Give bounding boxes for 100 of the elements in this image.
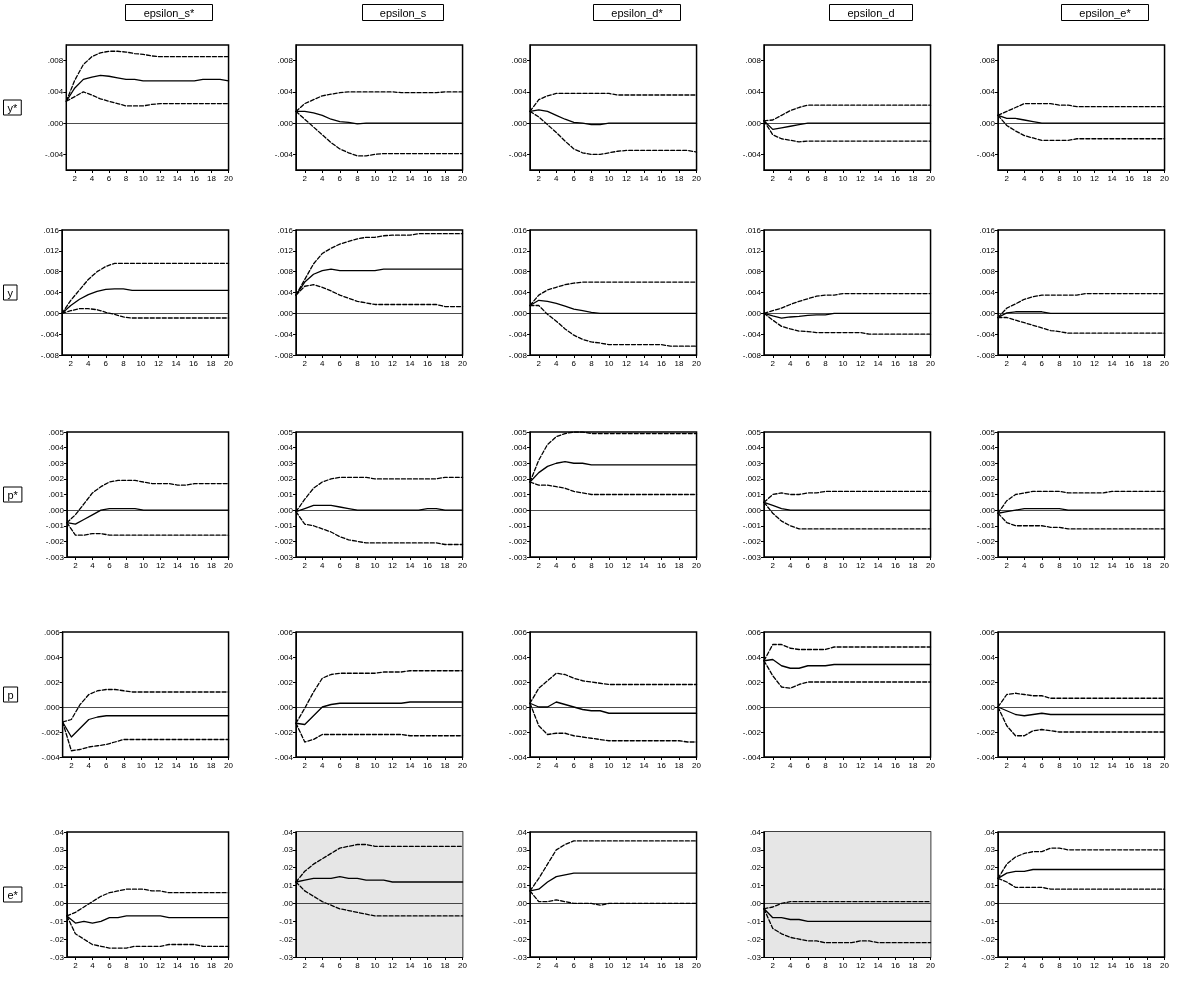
y-tick-label: -.008 <box>742 350 762 360</box>
x-tick-label: 2 <box>68 358 74 368</box>
y-tick-label: .004 <box>277 87 294 97</box>
y-tick-label: .000 <box>979 505 996 515</box>
y-tick-label: .001 <box>511 490 528 499</box>
x-tick-label: 2 <box>770 560 776 570</box>
y-tick-label: -.008 <box>508 350 528 360</box>
x-tick-label: 18 <box>206 760 217 770</box>
x-tick-label: 20 <box>458 173 468 183</box>
x-tick-label: 10 <box>1072 358 1082 368</box>
x-tick-label: 10 <box>1072 173 1082 183</box>
x-tick-label: 20 <box>458 358 468 368</box>
x-tick-label: 2 <box>69 760 75 770</box>
x-tick-label: 10 <box>838 560 848 570</box>
x-tick-label: 10 <box>1072 560 1082 570</box>
x-tick-label: 4 <box>86 760 92 770</box>
y-tick-label: .002 <box>277 677 294 687</box>
x-tick-label: 16 <box>891 760 901 770</box>
x-tick-label: 2 <box>302 358 308 368</box>
x-tick-label: 6 <box>107 960 113 970</box>
x-tick-label: 6 <box>805 560 811 570</box>
y-tick-label: -.003 <box>274 552 294 562</box>
x-tick-label: 20 <box>458 960 468 970</box>
x-tick-label: 14 <box>171 760 182 770</box>
x-tick-label: 4 <box>320 560 326 570</box>
x-tick-label: 4 <box>320 173 326 183</box>
y-tick-label: .004 <box>511 652 528 662</box>
y-tick-label: .01 <box>515 881 528 891</box>
x-tick-label: 4 <box>1022 960 1028 970</box>
x-tick-label: 10 <box>838 760 848 770</box>
x-tick-label: 10 <box>370 960 380 970</box>
x-tick-label: 14 <box>639 173 649 183</box>
y-tick-label: .000 <box>511 702 528 712</box>
y-tick-label: -.03 <box>981 952 996 962</box>
y-tick-label: .001 <box>48 490 65 499</box>
y-tick-label: -.004 <box>40 329 60 339</box>
y-tick-label: -.01 <box>50 916 65 926</box>
y-tick-label: -.01 <box>747 916 762 926</box>
x-tick-label: 14 <box>405 173 415 183</box>
y-tick-label: .006 <box>979 627 996 637</box>
x-tick-label: 2 <box>1004 173 1010 183</box>
y-tick-label: .005 <box>979 427 996 437</box>
x-tick-label: 2 <box>302 760 308 770</box>
x-tick-label: 2 <box>770 173 776 183</box>
x-tick-label: 14 <box>1107 760 1117 770</box>
y-tick-label: .004 <box>511 443 528 453</box>
y-tick-label: .01 <box>52 881 65 891</box>
y-tick-label: .004 <box>745 288 762 297</box>
x-tick-label: 10 <box>370 358 380 368</box>
x-tick-label: 12 <box>1089 960 1100 970</box>
y-tick-label: .004 <box>745 652 762 662</box>
x-tick-label: 18 <box>1142 960 1153 970</box>
y-tick-label: .002 <box>511 677 528 687</box>
x-tick-label: 6 <box>1039 173 1045 183</box>
y-tick-label: .008 <box>277 267 294 277</box>
y-tick-label: .012 <box>277 246 294 256</box>
y-tick-label: -.008 <box>274 350 294 360</box>
y-tick-label: -.002 <box>45 536 65 546</box>
x-tick-label: 2 <box>536 358 542 368</box>
y-tick-label: .004 <box>277 652 294 662</box>
x-tick-label: 8 <box>355 960 361 970</box>
x-tick-label: 18 <box>674 358 685 368</box>
x-tick-label: 14 <box>639 358 649 368</box>
x-tick-label: 6 <box>103 358 109 368</box>
y-tick-label: .01 <box>749 881 762 891</box>
y-tick-label: .002 <box>511 474 528 484</box>
y-tick-label: .02 <box>281 863 294 873</box>
y-tick-label: .000 <box>745 308 762 318</box>
y-tick-label: .001 <box>277 490 294 499</box>
x-tick-label: 20 <box>926 560 936 570</box>
y-tick-label: -.004 <box>508 149 528 159</box>
x-tick-label: 4 <box>1022 358 1028 368</box>
x-tick-label: 8 <box>123 173 129 183</box>
y-tick-label: .03 <box>281 845 294 855</box>
x-tick-label: 14 <box>1107 960 1117 970</box>
y-tick-label: .008 <box>43 267 60 277</box>
y-tick-label: .000 <box>979 308 996 318</box>
x-tick-label: 4 <box>1022 560 1028 570</box>
y-tick-label: -.02 <box>279 934 294 944</box>
x-tick-label: 2 <box>302 560 308 570</box>
y-tick-label: .008 <box>745 56 762 66</box>
x-tick-label: 12 <box>387 560 398 570</box>
x-tick-label: 10 <box>370 760 380 770</box>
x-tick-label: 16 <box>190 560 200 570</box>
y-tick-label: .00 <box>515 898 528 908</box>
x-tick-label: 4 <box>1022 760 1028 770</box>
y-tick-label: -.004 <box>41 752 61 762</box>
y-tick-label: .03 <box>52 845 65 855</box>
x-tick-label: 6 <box>1039 960 1045 970</box>
y-tick-label: .04 <box>983 827 996 837</box>
x-tick-label: 12 <box>621 358 632 368</box>
y-tick-label: .004 <box>979 652 996 662</box>
x-tick-label: 20 <box>224 960 234 970</box>
y-tick-label: -.008 <box>976 350 996 360</box>
y-tick-label: -.008 <box>40 350 60 360</box>
x-tick-label: 12 <box>387 960 398 970</box>
x-tick-label: 14 <box>873 960 883 970</box>
y-tick-label: .008 <box>511 267 528 277</box>
x-tick-label: 16 <box>657 173 667 183</box>
x-tick-label: 2 <box>536 760 542 770</box>
